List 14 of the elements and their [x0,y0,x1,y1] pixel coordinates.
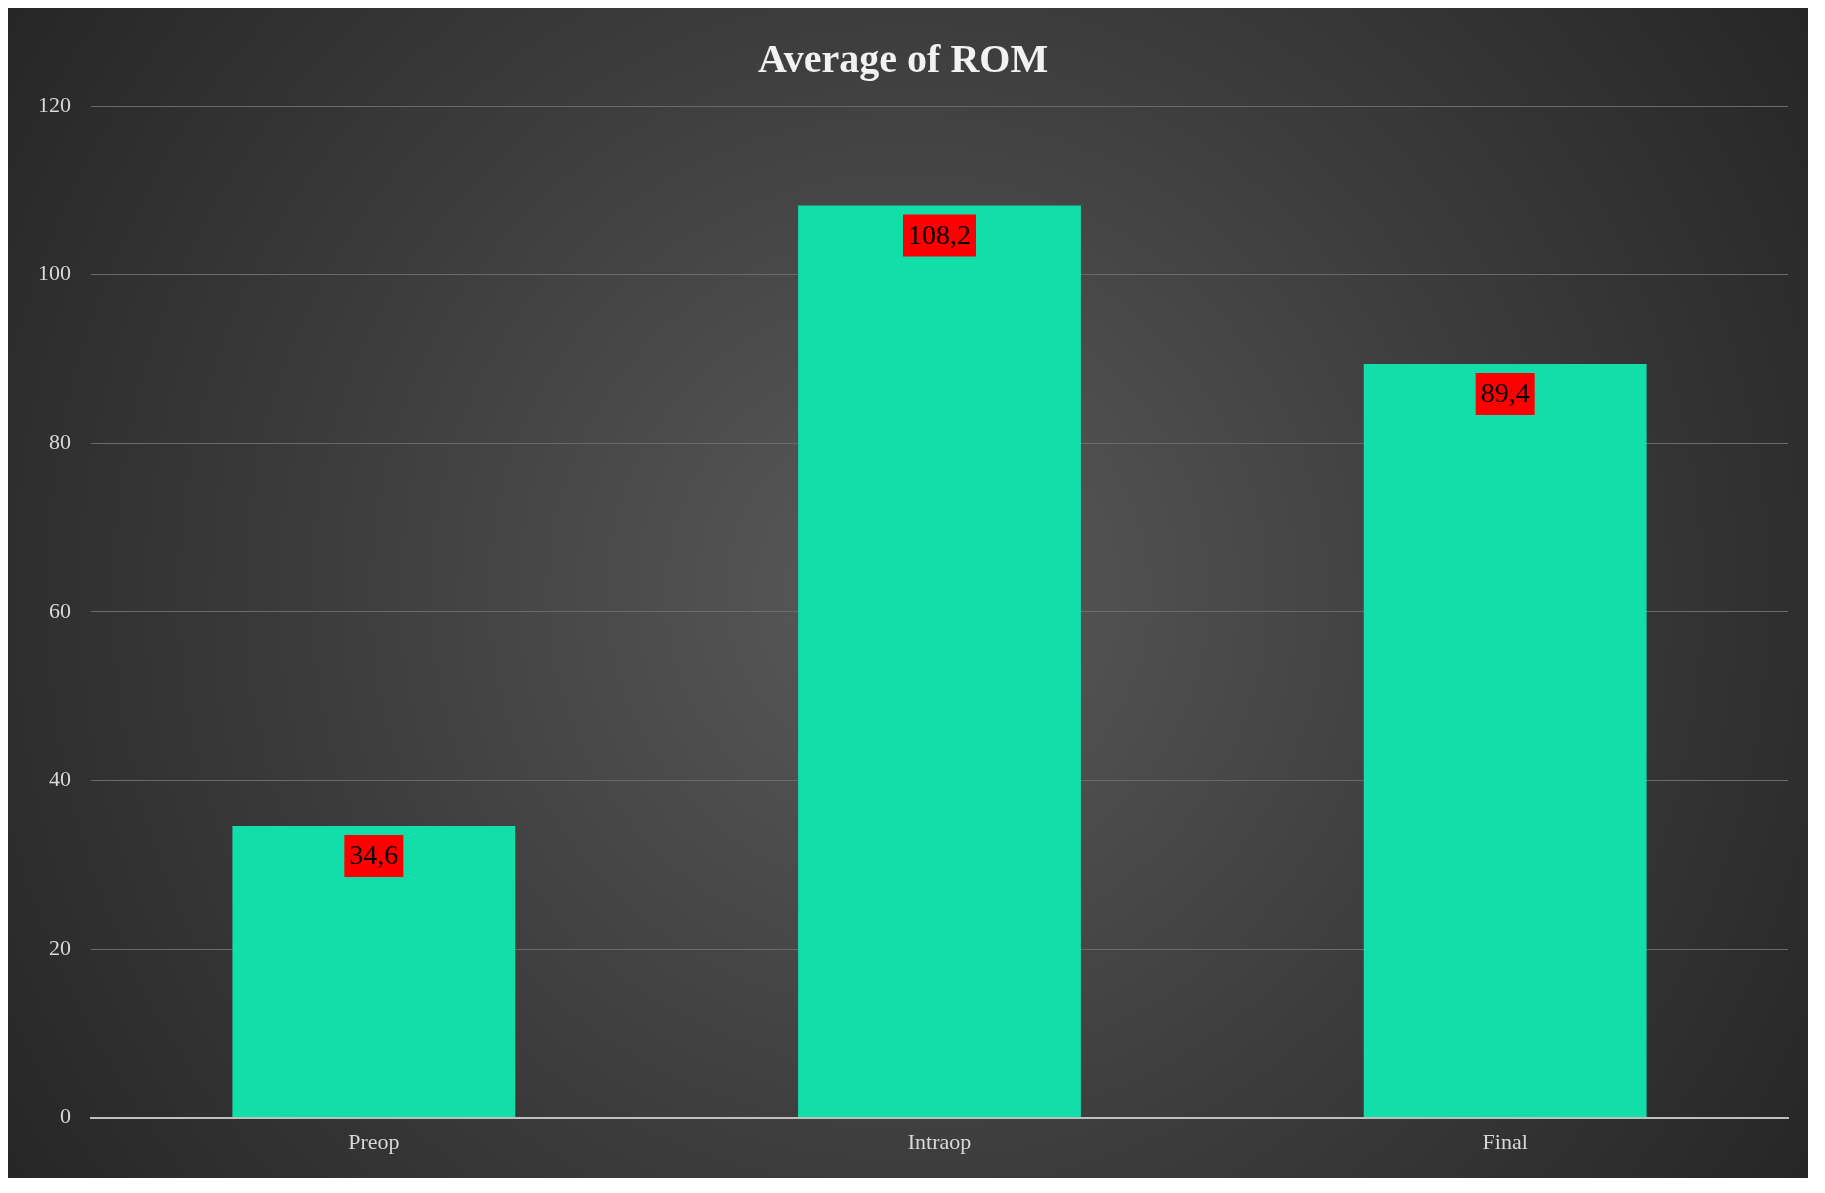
y-tick-label: 20 [49,934,71,960]
data-label: 34,6 [349,839,399,871]
chart-title: Average of ROM [757,36,1049,82]
x-tick-label: Intraop [907,1128,972,1154]
data-label: 89,4 [1480,377,1530,409]
y-tick-label: 0 [60,1103,71,1129]
y-tick-label: 100 [38,260,71,286]
y-tick-label: 80 [49,428,71,454]
y-tick-label: 40 [49,766,71,792]
x-tick-label: Preop [348,1128,400,1154]
x-tick-label: Final [1482,1128,1528,1154]
y-tick-label: 120 [38,91,71,117]
y-tick-label: 60 [49,597,71,623]
data-label: 108,2 [908,218,971,250]
